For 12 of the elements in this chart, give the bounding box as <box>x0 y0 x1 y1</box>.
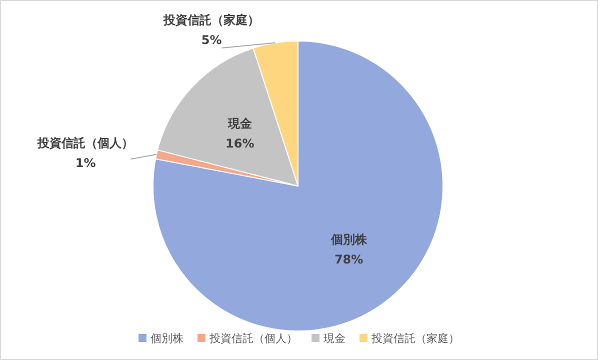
data-label: 1% <box>75 156 96 170</box>
data-label: 5% <box>201 32 222 47</box>
legend-label: 個別株 <box>150 332 184 345</box>
legend-label: 投資信託（個人） <box>208 332 298 345</box>
slice-label: 投資信託（個人） <box>36 136 134 150</box>
legend-label: 現金 <box>324 332 346 345</box>
slice-label: 個別株 <box>330 232 368 246</box>
data-label: 16% <box>226 136 254 150</box>
legend-label: 投資信託（家庭） <box>370 332 460 345</box>
slice-label: 投資信託（家庭） <box>162 12 260 27</box>
slice-label: 現金 <box>226 116 253 130</box>
data-label: 78% <box>334 252 364 266</box>
